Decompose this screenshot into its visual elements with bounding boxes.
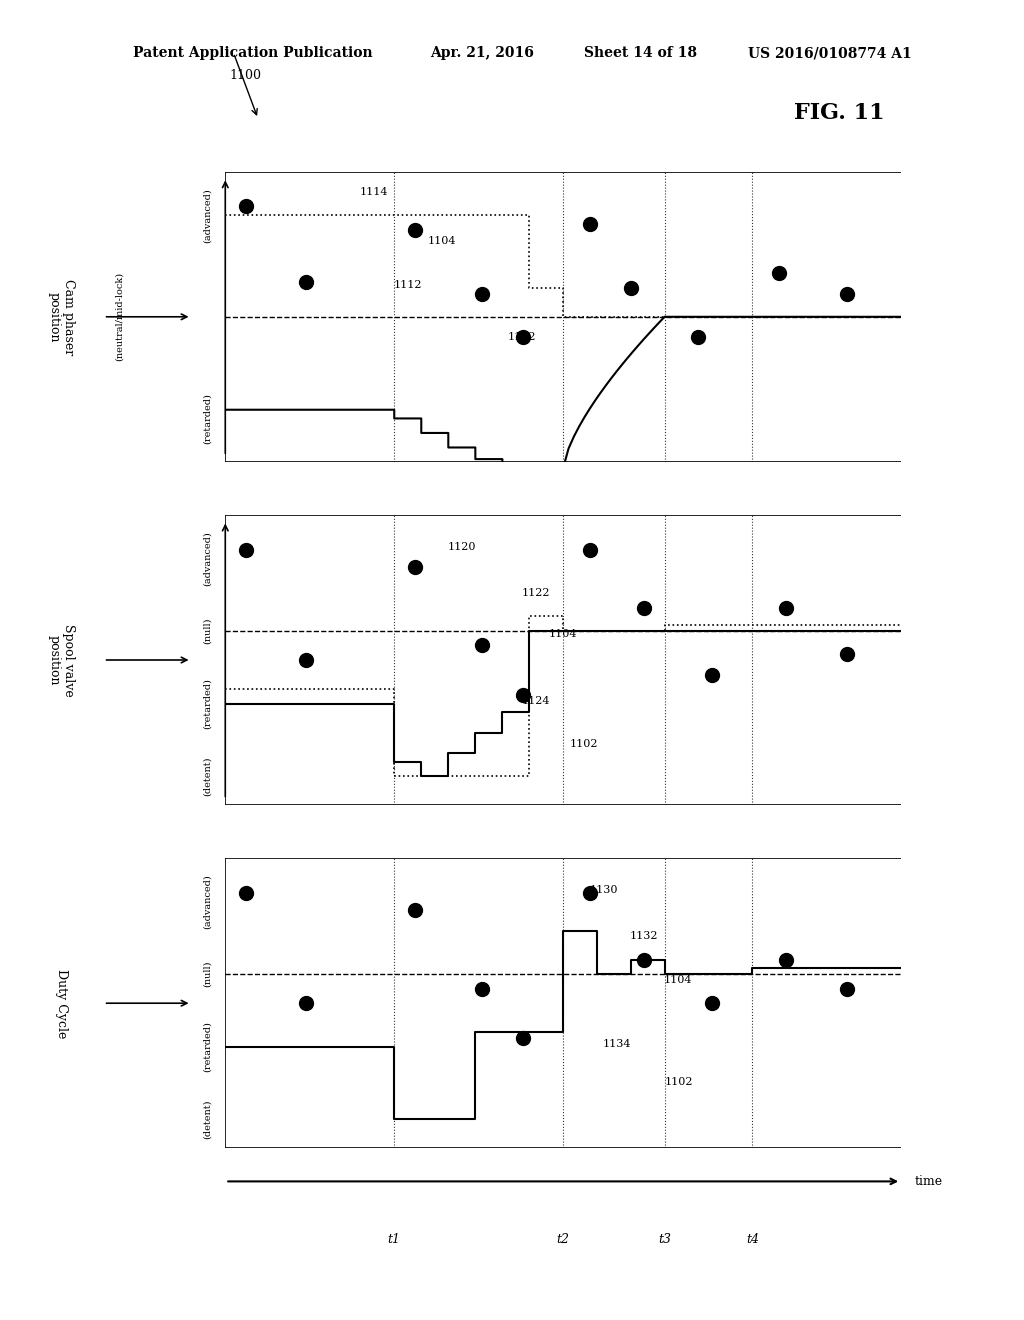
Text: (advanced): (advanced)	[203, 874, 212, 929]
Text: 1122: 1122	[522, 589, 551, 598]
Text: (null): (null)	[203, 618, 212, 644]
Text: 1134: 1134	[602, 1039, 631, 1049]
Text: 1120: 1120	[447, 541, 476, 552]
Text: (detent): (detent)	[203, 1100, 212, 1139]
Text: t3: t3	[658, 1233, 671, 1246]
Text: 1112: 1112	[393, 280, 422, 290]
Text: t4: t4	[745, 1233, 759, 1246]
Text: 1104: 1104	[427, 236, 456, 247]
Text: Cam phaser
position: Cam phaser position	[47, 279, 76, 355]
Text: 1130: 1130	[590, 884, 618, 895]
Text: t1: t1	[388, 1233, 400, 1246]
Text: (retarded): (retarded)	[203, 393, 212, 444]
Text: t2: t2	[557, 1233, 569, 1246]
Text: Sheet 14 of 18: Sheet 14 of 18	[584, 46, 696, 61]
Text: 1100: 1100	[229, 69, 262, 82]
Text: Apr. 21, 2016: Apr. 21, 2016	[430, 46, 534, 61]
Text: 1114: 1114	[359, 187, 388, 197]
Text: 1102: 1102	[508, 333, 537, 342]
Text: (advanced): (advanced)	[203, 187, 212, 243]
Text: 1124: 1124	[521, 696, 550, 706]
Text: (detent): (detent)	[203, 756, 212, 796]
Text: (advanced): (advanced)	[203, 531, 212, 586]
Text: (neutral/mid-lock): (neutral/mid-lock)	[115, 272, 124, 362]
Text: 1102: 1102	[570, 739, 598, 750]
Text: time: time	[914, 1175, 943, 1188]
Text: 1104: 1104	[664, 975, 692, 985]
Text: US 2016/0108774 A1: US 2016/0108774 A1	[748, 46, 911, 61]
Text: (null): (null)	[203, 961, 212, 987]
Text: FIG. 11: FIG. 11	[795, 102, 885, 124]
Text: Spool valve
position: Spool valve position	[47, 623, 76, 697]
Text: Patent Application Publication: Patent Application Publication	[133, 46, 373, 61]
Text: 1104: 1104	[549, 628, 578, 639]
Text: Duty Cycle: Duty Cycle	[55, 969, 68, 1038]
Text: 1102: 1102	[665, 1077, 693, 1086]
Text: (retarded): (retarded)	[203, 1022, 212, 1072]
Text: 1132: 1132	[630, 932, 658, 941]
Text: (retarded): (retarded)	[203, 678, 212, 729]
